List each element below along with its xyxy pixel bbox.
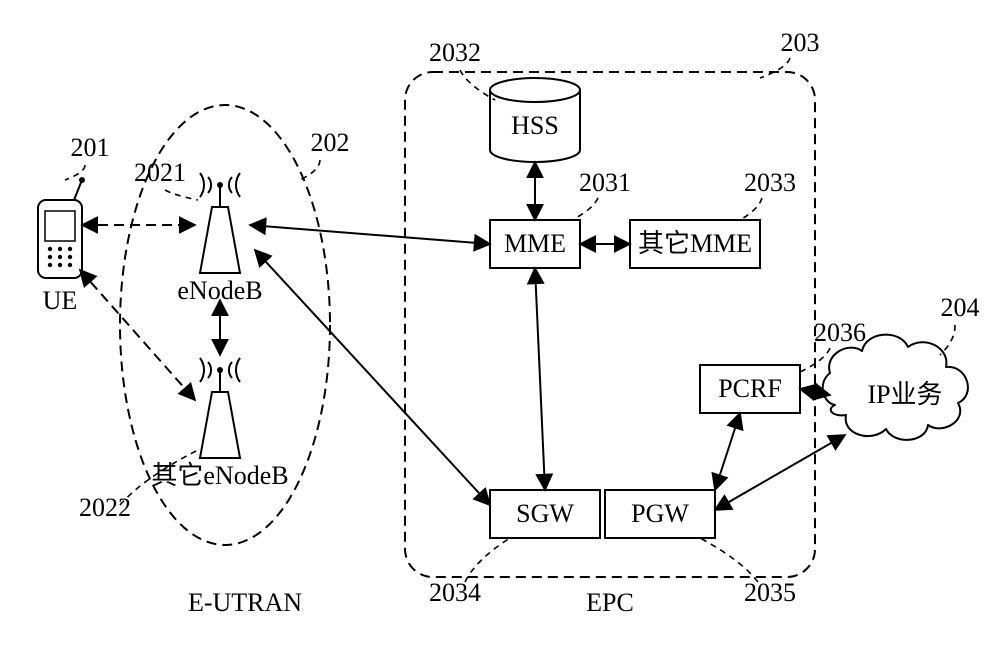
callout-hss: 2032: [429, 38, 481, 67]
ip-label: IP业务: [867, 380, 942, 409]
enb1-shape: [200, 173, 240, 273]
callout-enb2: 2022: [79, 493, 131, 522]
pgw-label: PGW: [631, 499, 689, 528]
callout-ue: 201: [71, 133, 110, 162]
region-label-eutran: E-UTRAN: [188, 588, 302, 617]
callout-leader-mme: [572, 198, 598, 220]
callout-mme: 2031: [579, 168, 631, 197]
callout-ip: 204: [941, 293, 980, 322]
callout-epc: 203: [781, 28, 820, 57]
ue-label: UE: [43, 286, 78, 315]
callout-other_mme: 2033: [744, 168, 796, 197]
callout-leader-enb1: [165, 190, 198, 200]
callout-leader-sgw: [465, 538, 510, 582]
callout-pcrf: 2036: [814, 318, 866, 347]
callout-leader-epc: [760, 58, 790, 78]
ue-shape: [38, 177, 85, 278]
callout-enb1: 2021: [134, 158, 186, 187]
callout-eutran: 202: [311, 128, 350, 157]
callout-sgw: 2034: [429, 578, 481, 607]
mme-label: MME: [504, 229, 566, 258]
edge-pgw-ip: [715, 435, 845, 510]
pcrf-label: PCRF: [718, 374, 782, 403]
sgw-label: SGW: [516, 499, 574, 528]
callout-pgw: 2035: [744, 578, 796, 607]
edge-mme-sgw: [535, 268, 545, 490]
edge-enb1-mme: [250, 225, 490, 244]
callout-leader-pgw: [700, 538, 758, 582]
callout-leader-other_mme: [740, 198, 762, 220]
hss-label: HSS: [511, 111, 559, 140]
edge-pgw-pcrf: [715, 413, 740, 490]
region-label-epc: EPC: [586, 588, 634, 617]
enb2-label: 其它eNodeB: [151, 461, 288, 490]
enb2-shape: [200, 358, 240, 458]
edge-enb1-sgw: [255, 250, 490, 505]
other_mme-label: 其它MME: [638, 229, 752, 258]
